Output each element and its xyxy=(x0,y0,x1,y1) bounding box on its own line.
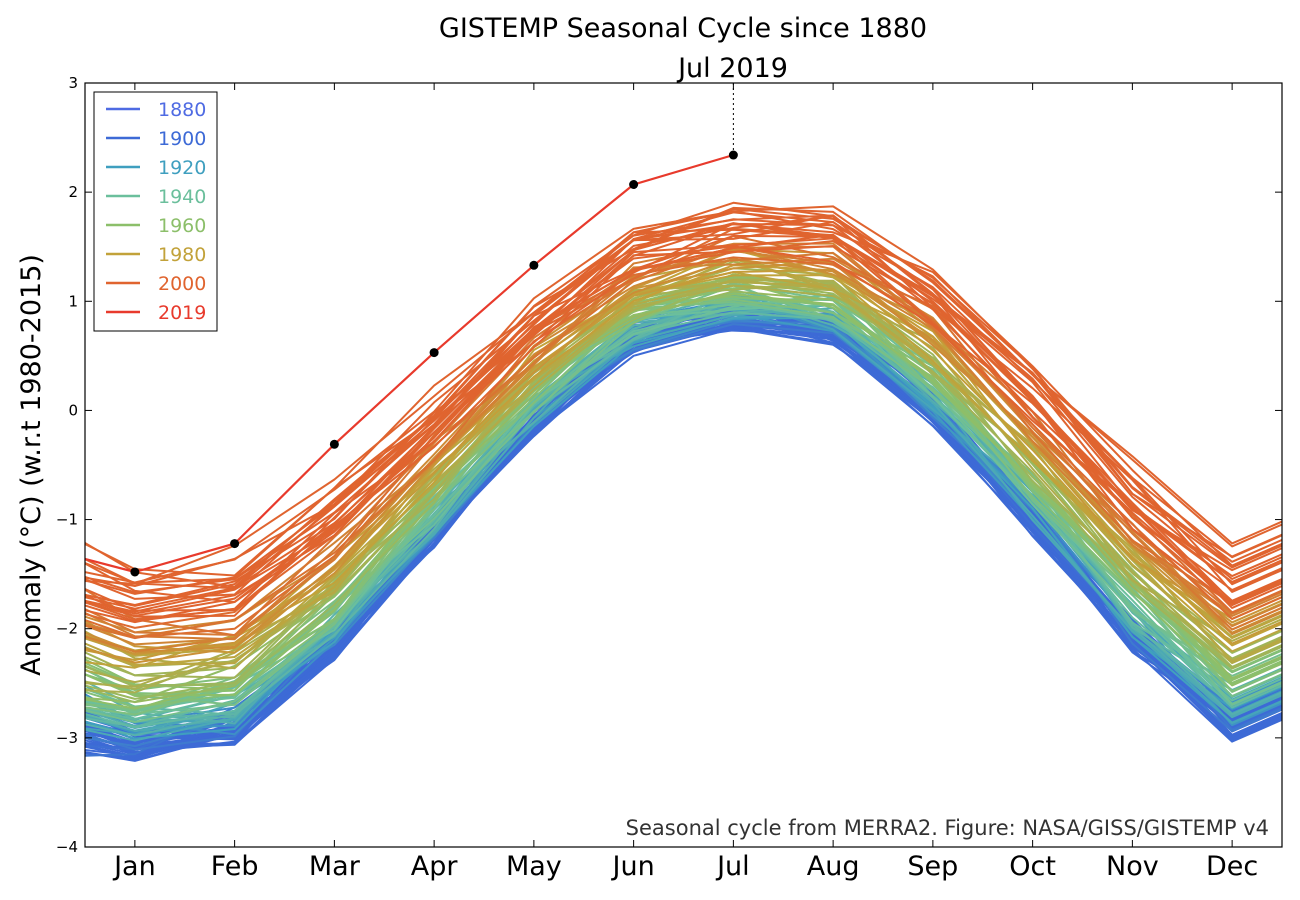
credit-text: Seasonal cycle from MERRA2. Figure: NASA… xyxy=(626,816,1269,840)
legend-label: 2019 xyxy=(158,302,206,324)
legend-label: 1880 xyxy=(158,99,206,121)
legend-label: 1920 xyxy=(158,157,206,179)
legend-label: 1900 xyxy=(158,128,206,150)
y-tick-label: 2 xyxy=(68,183,78,201)
series-line-2018 xyxy=(85,218,1282,585)
x-tick-label: Mar xyxy=(309,851,361,882)
series-line-1945 xyxy=(85,303,1282,712)
chart-title: GISTEMP Seasonal Cycle since 1880 xyxy=(439,13,927,44)
series-line-1941 xyxy=(85,311,1282,729)
series-line-1966 xyxy=(85,277,1282,688)
legend-label: 1960 xyxy=(158,215,206,237)
x-tick-label: Nov xyxy=(1106,851,1159,882)
legend-label: 2000 xyxy=(158,273,206,295)
y-tick-label: −1 xyxy=(56,511,78,529)
legend-label: 1940 xyxy=(158,186,206,208)
y-axis-label: Anomaly (°C) (w.r.t 1980-2015) xyxy=(16,254,47,676)
highlight-point xyxy=(629,180,639,190)
y-tick-label: −2 xyxy=(56,620,78,638)
series-line-2006 xyxy=(85,221,1282,594)
y-tick-label: −4 xyxy=(56,838,78,856)
x-tick-label: Apr xyxy=(411,851,459,882)
x-tick-label: Oct xyxy=(1009,851,1056,882)
axis-layer: Jan Feb Mar Apr May Jun Jul Aug Sep Oct Nov Dec 3 2 1 0… xyxy=(56,74,1282,882)
highlight-point xyxy=(230,539,240,549)
y-tick-label: 1 xyxy=(68,292,78,310)
legend-label: 1980 xyxy=(158,244,206,266)
series-line-1993 xyxy=(85,245,1282,637)
x-tick-label: Aug xyxy=(807,851,860,882)
highlight-line xyxy=(84,153,734,574)
highlight-point xyxy=(728,150,738,160)
highlight-point xyxy=(529,260,539,270)
series-line-2005 xyxy=(85,234,1282,603)
highlight-point xyxy=(130,567,140,577)
highlight-point xyxy=(329,439,339,449)
series-line-2017 xyxy=(85,201,1282,577)
x-tick-label: Dec xyxy=(1206,851,1258,882)
series-line-1994 xyxy=(85,235,1282,640)
legend-box xyxy=(93,91,218,332)
y-tick-label: 0 xyxy=(68,401,78,419)
series-layer xyxy=(85,201,1282,762)
plot-frame xyxy=(84,82,1283,848)
series-line-2009 xyxy=(85,214,1282,584)
y-tick-label: 3 xyxy=(68,74,78,92)
highlight-layer xyxy=(84,83,738,577)
y-tick-label: −3 xyxy=(56,729,78,747)
x-tick-label: Feb xyxy=(211,851,259,882)
series-line-2015 xyxy=(85,223,1282,595)
x-tick-label: Sep xyxy=(907,851,958,882)
chart-subtitle: Jul 2019 xyxy=(676,53,788,84)
x-tick-label: Jul xyxy=(715,851,750,882)
x-tick-label: May xyxy=(506,851,562,882)
highlight-point xyxy=(429,348,439,358)
x-tick-label: Jun xyxy=(611,851,655,882)
legend: 1880 1900 1920 1940 1960 1980 2000 2019 xyxy=(93,91,218,332)
series-line-1971 xyxy=(85,278,1282,694)
x-tick-label: Jan xyxy=(112,851,156,882)
